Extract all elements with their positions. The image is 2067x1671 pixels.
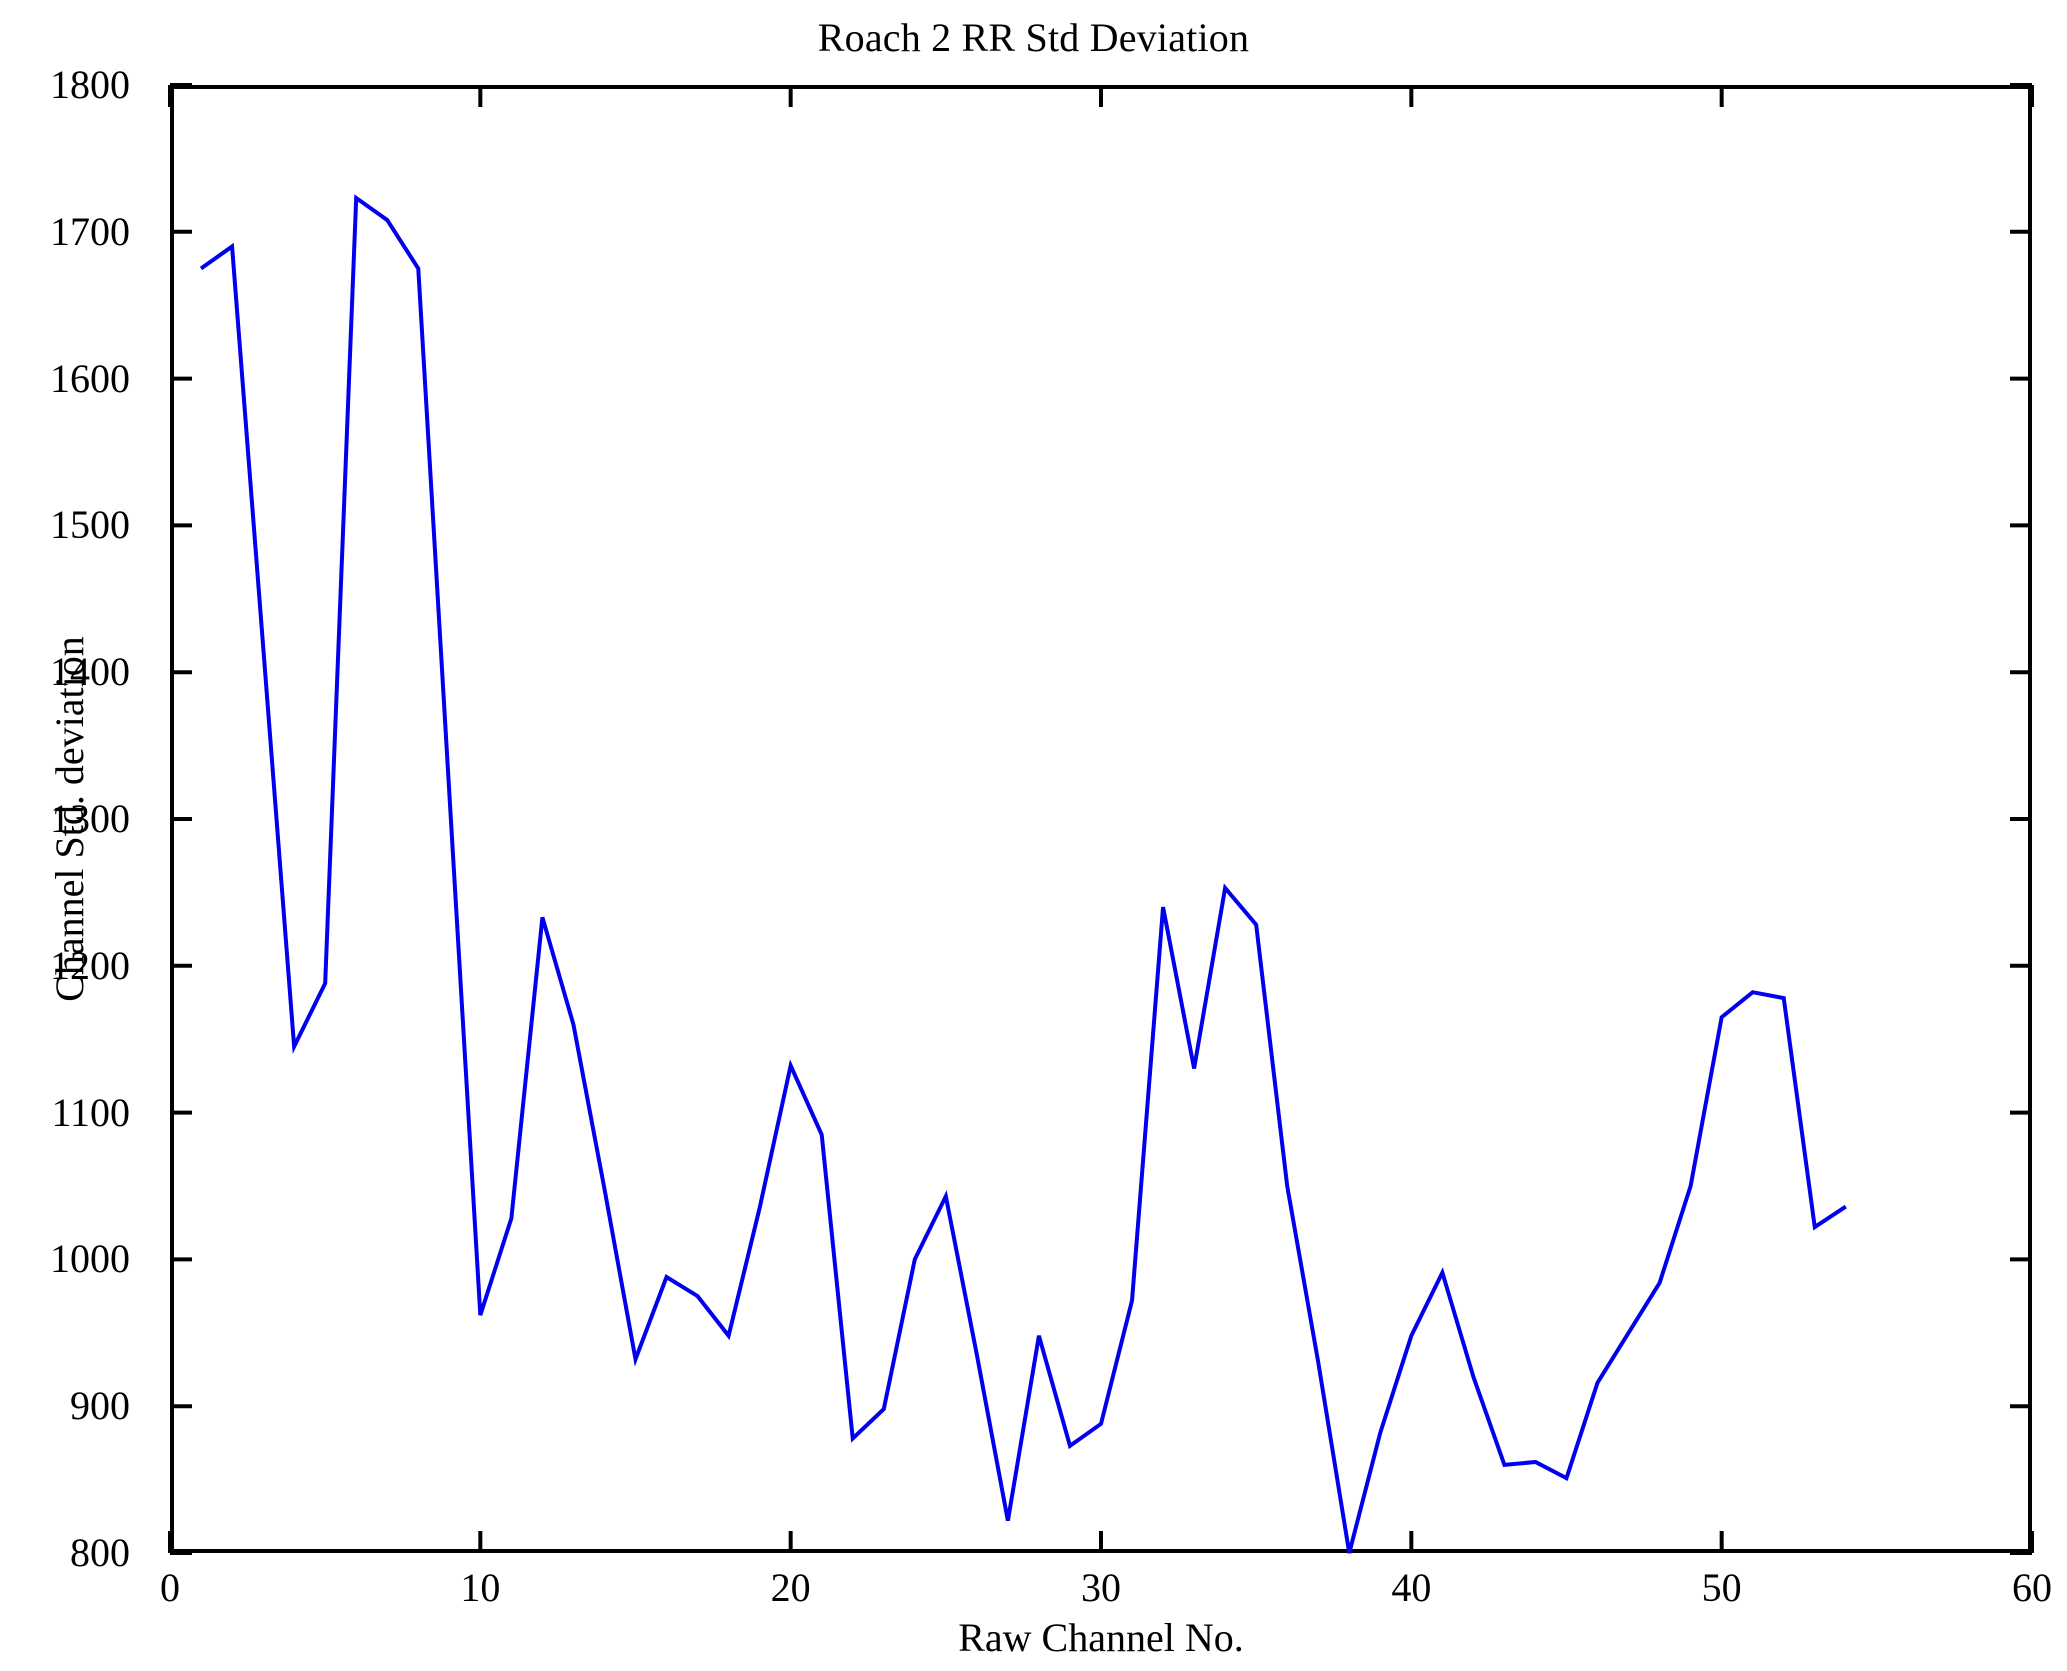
x-tick-label: 50: [1701, 1565, 1742, 1610]
y-tick-label: 900: [70, 1383, 130, 1429]
data-series-line: [199, 194, 1847, 1554]
y-tick-label: 1500: [50, 502, 130, 548]
x-tick-label: 0: [160, 1565, 180, 1610]
y-tick-label: 1200: [50, 942, 130, 988]
y-tick-label: 1300: [50, 796, 130, 841]
y-tick-label: 1400: [50, 649, 130, 695]
x-tick-label: 20: [770, 1565, 811, 1610]
x-axis-label: Raw Channel No.: [958, 1615, 1244, 1660]
y-tick-label: 1800: [50, 62, 130, 107]
axis-ticks: [168, 83, 2034, 1555]
chart-title: Roach 2 RR Std Deviation: [817, 15, 1250, 60]
x-tick-label: 30: [1081, 1565, 1121, 1610]
y-tick-label: 1700: [50, 208, 130, 254]
y-tick-label: 1100: [51, 1089, 130, 1135]
y-tick-label: 800: [70, 1530, 130, 1575]
y-tick-label: 1600: [50, 355, 130, 401]
plot-area: [168, 83, 2034, 1555]
x-tick-label: 10: [460, 1565, 501, 1610]
x-tick-label: 60: [2012, 1565, 2052, 1610]
x-tick-label: 40: [1391, 1565, 1432, 1610]
y-tick-label: 1000: [50, 1236, 130, 1282]
data-plot-svg: [168, 83, 2034, 1555]
